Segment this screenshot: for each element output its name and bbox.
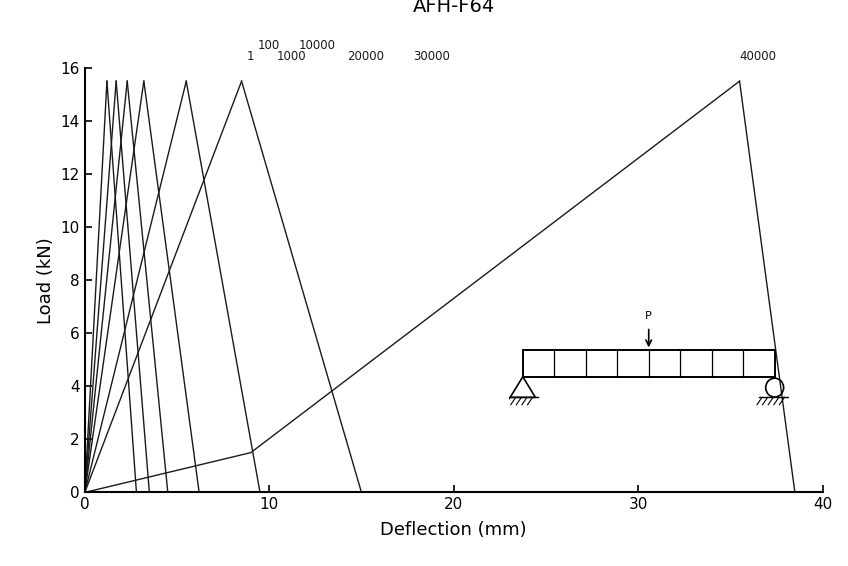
Text: 40000: 40000 [739, 50, 777, 63]
Text: 100: 100 [258, 39, 281, 52]
Text: 30000: 30000 [413, 50, 450, 63]
Bar [522, 350, 774, 377]
Text: 1000: 1000 [276, 50, 306, 63]
Title: AFH-F64: AFH-F64 [413, 0, 494, 16]
Y-axis label: Load (kN): Load (kN) [37, 237, 55, 324]
Text: 1: 1 [247, 50, 254, 63]
Text: P: P [645, 311, 652, 321]
Text: 10000: 10000 [298, 39, 336, 52]
Text: 20000: 20000 [347, 50, 383, 63]
X-axis label: Deflection (mm): Deflection (mm) [381, 521, 527, 539]
